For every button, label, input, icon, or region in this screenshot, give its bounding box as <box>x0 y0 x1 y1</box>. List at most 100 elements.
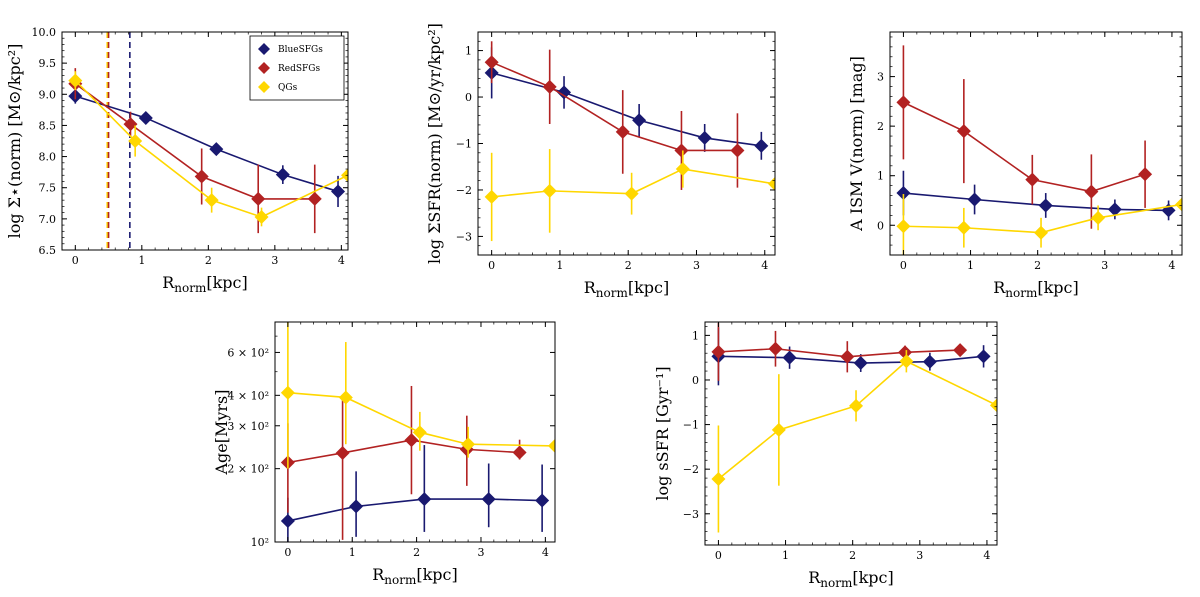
legend-marker-RedSFGs <box>258 62 270 74</box>
data-point-RedSFGs-2 <box>404 433 419 448</box>
x-axis-label: Rnorm[kpc] <box>808 568 894 590</box>
y-tick-label: 7.5 <box>39 182 57 195</box>
y-tick-label: 4 × 10² <box>227 389 269 402</box>
legend-marker-QGs <box>258 81 270 93</box>
data-point-QGs-1 <box>771 422 786 437</box>
data-point-RedSFGs-2 <box>840 349 855 364</box>
data-point-RedSFGs-3 <box>898 345 913 360</box>
y-tick-label: 9.0 <box>39 88 57 101</box>
series-line-RedSFGs <box>718 347 961 358</box>
data-point-BlueSFGs-2 <box>1038 198 1053 213</box>
data-point-BlueSFGs-4 <box>754 138 769 153</box>
x-tick-label: 3 <box>693 259 700 272</box>
x-tick-label: 1 <box>349 546 356 559</box>
data-point-BlueSFGs-1 <box>967 192 982 207</box>
data-point-RedSFGs-3 <box>251 191 266 206</box>
x-tick-label: 4 <box>542 546 549 559</box>
data-point-QGs-4 <box>341 168 348 183</box>
x-tick-label: 4 <box>983 549 990 562</box>
y-tick-label: −2 <box>456 184 472 197</box>
x-axis-label: Rnorm[kpc] <box>372 565 458 587</box>
data-point-QGs-2 <box>204 193 219 208</box>
data-point-QGs-2 <box>1034 225 1049 240</box>
data-point-BlueSFGs-2 <box>209 142 224 157</box>
x-tick-label: 2 <box>413 546 420 559</box>
chart-panel-p2: 0 1 2 3 4 −3 −2 −1 0 1 Rnorm[kpc] log ΣSFR(norm) [M… <box>425 23 776 300</box>
y-axis-label: A ISM V(norm) [mag] <box>847 56 866 232</box>
y-tick-label: −2 <box>683 463 699 476</box>
series-line-QGs <box>717 360 997 480</box>
y-tick-label: 0 <box>692 374 699 387</box>
data-point-RedSFGs-2 <box>194 169 209 184</box>
x-tick-label: 4 <box>338 254 345 267</box>
x-tick-label: 4 <box>1168 259 1175 272</box>
data-point-RedSFGs-1 <box>123 117 138 132</box>
x-axis-label: Rnorm[kpc] <box>993 278 1079 300</box>
x-tick-label: 0 <box>900 259 907 272</box>
axes-frame <box>889 31 1183 256</box>
y-tick-label: 8.0 <box>39 151 57 164</box>
legend-label-BlueSFGs: BlueSFGs <box>278 45 323 55</box>
data-point-BlueSFGs-3 <box>275 167 290 182</box>
y-tick-label: 1 <box>877 170 884 183</box>
data-point-BlueSFGs-4 <box>535 493 550 508</box>
y-tick-label: 1 <box>692 329 699 342</box>
y-tick-label: −3 <box>456 230 472 243</box>
x-tick-label: 1 <box>967 259 974 272</box>
data-point-BlueSFGs-1 <box>349 499 364 514</box>
x-axis-label: Rnorm[kpc] <box>584 278 670 300</box>
y-tick-label: −3 <box>683 508 699 521</box>
data-layer <box>484 41 775 242</box>
data-layer <box>896 45 1182 255</box>
axes-frame <box>274 321 556 543</box>
y-tick-label: 3 × 10² <box>227 420 269 433</box>
series-line-BlueSFGs <box>287 498 543 522</box>
series-line-RedSFGs <box>74 83 315 200</box>
y-tick-label: −1 <box>456 138 472 151</box>
data-point-QGs-3 <box>899 354 914 369</box>
y-tick-label: 1 <box>465 45 472 58</box>
y-tick-label: 0 <box>877 219 884 232</box>
chart-panel-p5: 0 1 2 3 4 −3 −2 −1 0 1 Rnorm[kpc] log sSFR [Gyr⁻¹] <box>653 321 998 590</box>
data-point-RedSFGs-4 <box>1138 167 1153 182</box>
y-axis-label: log Σ⋆(norm) [M⊙/kpc²] <box>5 44 24 239</box>
data-layer <box>711 322 997 533</box>
chart-panel-p4: 0 1 2 3 4 10² 2 × 10² 3 × 10² 4 × 10² 6 × 10² Rnor… <box>212 321 556 587</box>
data-point-QGs-3 <box>254 209 269 224</box>
data-point-BlueSFGs-3 <box>697 130 712 145</box>
x-tick-label: 3 <box>271 254 278 267</box>
x-tick-label: 1 <box>138 254 145 267</box>
data-point-RedSFGs-4 <box>512 445 527 460</box>
data-point-BlueSFGs-2 <box>417 492 432 507</box>
axes-frame <box>61 31 349 251</box>
data-point-BlueSFGs-3 <box>1107 202 1122 217</box>
data-point-BlueSFGs-2 <box>853 356 868 371</box>
data-point-BlueSFGs-0 <box>280 513 295 528</box>
x-tick-label: 0 <box>72 254 79 267</box>
data-point-BlueSFGs-4 <box>976 349 991 364</box>
chart-panel-p3: 0 1 2 3 4 0 1 2 3 Rnorm[kpc] A ISM V(norm) [mag] <box>847 31 1183 300</box>
data-point-QGs-0 <box>711 471 726 486</box>
axes-frame <box>477 31 776 256</box>
x-tick-label: 2 <box>625 259 632 272</box>
data-point-QGs-0 <box>484 189 499 204</box>
data-point-RedSFGs-2 <box>1025 172 1040 187</box>
y-tick-label: −1 <box>683 419 699 432</box>
data-point-QGs-0 <box>896 219 911 234</box>
y-axis-label: Age[Myrs] <box>212 389 231 475</box>
data-point-QGs-4 <box>1175 197 1182 212</box>
y-tick-label: 8.5 <box>39 119 57 132</box>
x-tick-label: 3 <box>1101 259 1108 272</box>
y-tick-label: 10.0 <box>32 26 57 39</box>
data-point-RedSFGs-0 <box>896 95 911 110</box>
legend: BlueSFGs RedSFGs QGs <box>249 35 345 101</box>
data-point-QGs-3 <box>1091 210 1106 225</box>
y-tick-label: 0 <box>465 91 472 104</box>
x-axis-label: Rnorm[kpc] <box>162 273 248 295</box>
data-point-QGs-0 <box>68 73 83 88</box>
data-point-RedSFGs-4 <box>307 191 322 206</box>
data-point-QGs-1 <box>956 220 971 235</box>
data-point-RedSFGs-0 <box>484 55 499 70</box>
data-point-RedSFGs-4 <box>953 343 968 358</box>
